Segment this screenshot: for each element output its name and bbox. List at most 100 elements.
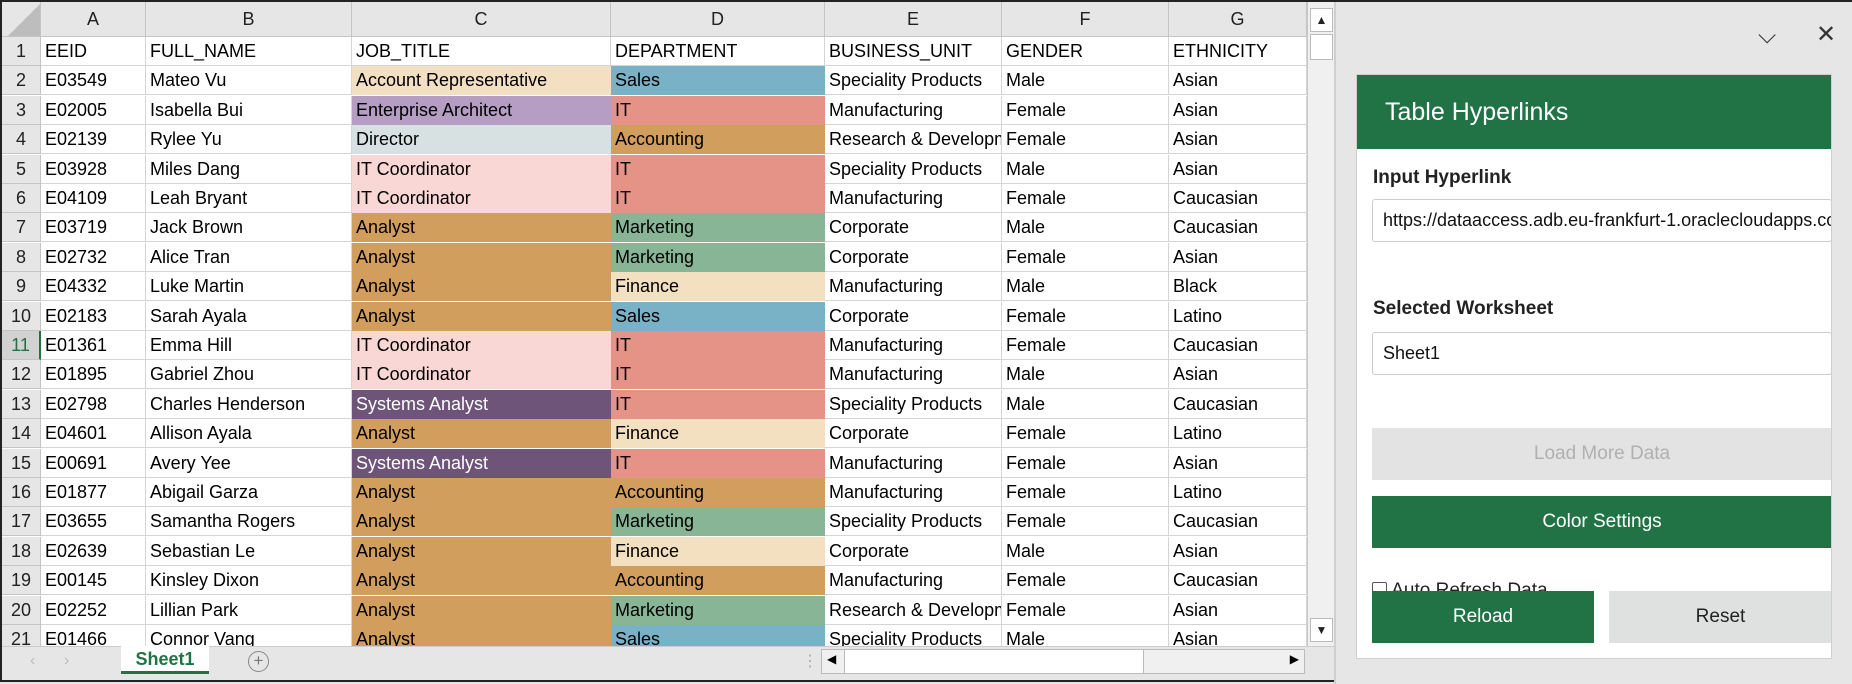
data-cell[interactable]: Miles Dang	[146, 154, 352, 184]
data-cell[interactable]: Analyst	[352, 419, 611, 449]
data-cell[interactable]: Accounting	[611, 566, 825, 596]
header-cell[interactable]: GENDER	[1002, 37, 1169, 66]
data-cell[interactable]: Analyst	[352, 507, 611, 537]
data-cell[interactable]: Research & Development	[825, 595, 1002, 625]
data-cell[interactable]: Enterprise Architect	[352, 95, 611, 125]
splitter-handle[interactable]: ⋮	[802, 653, 818, 670]
data-cell[interactable]: Marketing	[611, 595, 825, 625]
data-cell[interactable]: Female	[1002, 478, 1169, 507]
data-cell[interactable]: Corporate	[825, 536, 1002, 566]
row-header[interactable]: 7	[2, 213, 41, 243]
data-cell[interactable]: Male	[1002, 272, 1169, 302]
data-cell[interactable]: Accounting	[611, 125, 825, 155]
data-cell[interactable]: E04601	[41, 419, 146, 449]
data-cell[interactable]: IT	[611, 331, 825, 360]
data-cell[interactable]: Female	[1002, 125, 1169, 155]
column-header[interactable]: G	[1169, 2, 1307, 37]
data-cell[interactable]: Mateo Vu	[146, 66, 352, 96]
data-cell[interactable]: Latino	[1169, 301, 1307, 331]
data-cell[interactable]: Analyst	[352, 242, 611, 272]
data-cell[interactable]: Asian	[1169, 154, 1307, 184]
data-cell[interactable]: Black	[1169, 272, 1307, 302]
data-cell[interactable]: Account Representative	[352, 66, 611, 96]
data-cell[interactable]: IT Coordinator	[352, 184, 611, 213]
data-cell[interactable]: Systems Analyst	[352, 448, 611, 478]
data-cell[interactable]: Analyst	[352, 213, 611, 243]
data-cell[interactable]: Marketing	[611, 213, 825, 243]
data-cell[interactable]: IT	[611, 184, 825, 213]
data-cell[interactable]: Corporate	[825, 242, 1002, 272]
data-cell[interactable]: E03719	[41, 213, 146, 243]
vertical-scrollbar[interactable]: ▲ ▼	[1307, 2, 1334, 646]
data-cell[interactable]: Asian	[1169, 448, 1307, 478]
data-cell[interactable]: Finance	[611, 419, 825, 449]
data-cell[interactable]: E02139	[41, 125, 146, 155]
data-cell[interactable]: Research & Development	[825, 125, 1002, 155]
data-cell[interactable]: Female	[1002, 507, 1169, 537]
scroll-right-icon[interactable]: ▶	[1289, 652, 1299, 666]
data-cell[interactable]: Leah Bryant	[146, 184, 352, 213]
row-header[interactable]: 16	[2, 478, 41, 507]
data-cell[interactable]: E02005	[41, 95, 146, 125]
data-cell[interactable]: Marketing	[611, 242, 825, 272]
data-cell[interactable]: Asian	[1169, 536, 1307, 566]
data-cell[interactable]: Samantha Rogers	[146, 507, 352, 537]
data-cell[interactable]: Asian	[1169, 242, 1307, 272]
data-cell[interactable]: Caucasian	[1169, 566, 1307, 596]
data-cell[interactable]: Female	[1002, 301, 1169, 331]
data-cell[interactable]: IT	[611, 154, 825, 184]
header-cell[interactable]: DEPARTMENT	[611, 37, 825, 66]
row-header[interactable]: 2	[2, 66, 41, 96]
data-cell[interactable]: Corporate	[825, 301, 1002, 331]
data-cell[interactable]: Isabella Bui	[146, 95, 352, 125]
data-cell[interactable]: Female	[1002, 242, 1169, 272]
close-icon[interactable]: ✕	[1816, 21, 1837, 48]
data-cell[interactable]: E01466	[41, 625, 146, 646]
data-cell[interactable]: Luke Martin	[146, 272, 352, 302]
data-cell[interactable]: Manufacturing	[825, 95, 1002, 125]
data-cell[interactable]: Analyst	[352, 272, 611, 302]
data-cell[interactable]: IT	[611, 95, 825, 125]
data-cell[interactable]: IT Coordinator	[352, 360, 611, 390]
row-header[interactable]: 13	[2, 389, 41, 419]
hyperlink-input[interactable]: https://dataaccess.adb.eu-frankfurt-1.or…	[1372, 199, 1831, 242]
data-cell[interactable]: E04332	[41, 272, 146, 302]
data-cell[interactable]: IT	[611, 360, 825, 390]
data-cell[interactable]: Avery Yee	[146, 448, 352, 478]
data-cell[interactable]: Manufacturing	[825, 272, 1002, 302]
data-cell[interactable]: Manufacturing	[825, 478, 1002, 507]
data-cell[interactable]: Analyst	[352, 595, 611, 625]
row-header[interactable]: 4	[2, 125, 41, 155]
data-cell[interactable]: Jack Brown	[146, 213, 352, 243]
row-header[interactable]: 11	[2, 331, 41, 360]
row-header[interactable]: 10	[2, 301, 41, 331]
data-cell[interactable]: Manufacturing	[825, 360, 1002, 390]
data-cell[interactable]: Caucasian	[1169, 389, 1307, 419]
data-cell[interactable]: Allison Ayala	[146, 419, 352, 449]
reset-button[interactable]: Reset	[1609, 591, 1831, 643]
data-cell[interactable]: Sarah Ayala	[146, 301, 352, 331]
row-header[interactable]: 17	[2, 507, 41, 537]
add-sheet-button[interactable]: +	[248, 651, 269, 672]
data-cell[interactable]: Caucasian	[1169, 184, 1307, 213]
data-cell[interactable]: Female	[1002, 595, 1169, 625]
data-cell[interactable]: Manufacturing	[825, 331, 1002, 360]
data-cell[interactable]: E01877	[41, 478, 146, 507]
header-cell[interactable]: BUSINESS_UNIT	[825, 37, 1002, 66]
data-cell[interactable]: Caucasian	[1169, 507, 1307, 537]
data-cell[interactable]: Kinsley Dixon	[146, 566, 352, 596]
header-cell[interactable]: ETHNICITY	[1169, 37, 1307, 66]
data-cell[interactable]: Male	[1002, 66, 1169, 96]
horizontal-scrollbar[interactable]: ◀ ▶	[821, 649, 1305, 674]
data-cell[interactable]: Speciality Products	[825, 389, 1002, 419]
data-cell[interactable]: Sebastian Le	[146, 536, 352, 566]
data-cell[interactable]: Connor Vang	[146, 625, 352, 646]
data-cell[interactable]: Male	[1002, 625, 1169, 646]
data-cell[interactable]: Female	[1002, 184, 1169, 213]
data-cell[interactable]: Manufacturing	[825, 184, 1002, 213]
data-cell[interactable]: Lillian Park	[146, 595, 352, 625]
color-settings-button[interactable]: Color Settings	[1372, 496, 1831, 548]
row-header[interactable]: 6	[2, 184, 41, 213]
row-header[interactable]: 1	[2, 37, 41, 66]
data-cell[interactable]: E03655	[41, 507, 146, 537]
